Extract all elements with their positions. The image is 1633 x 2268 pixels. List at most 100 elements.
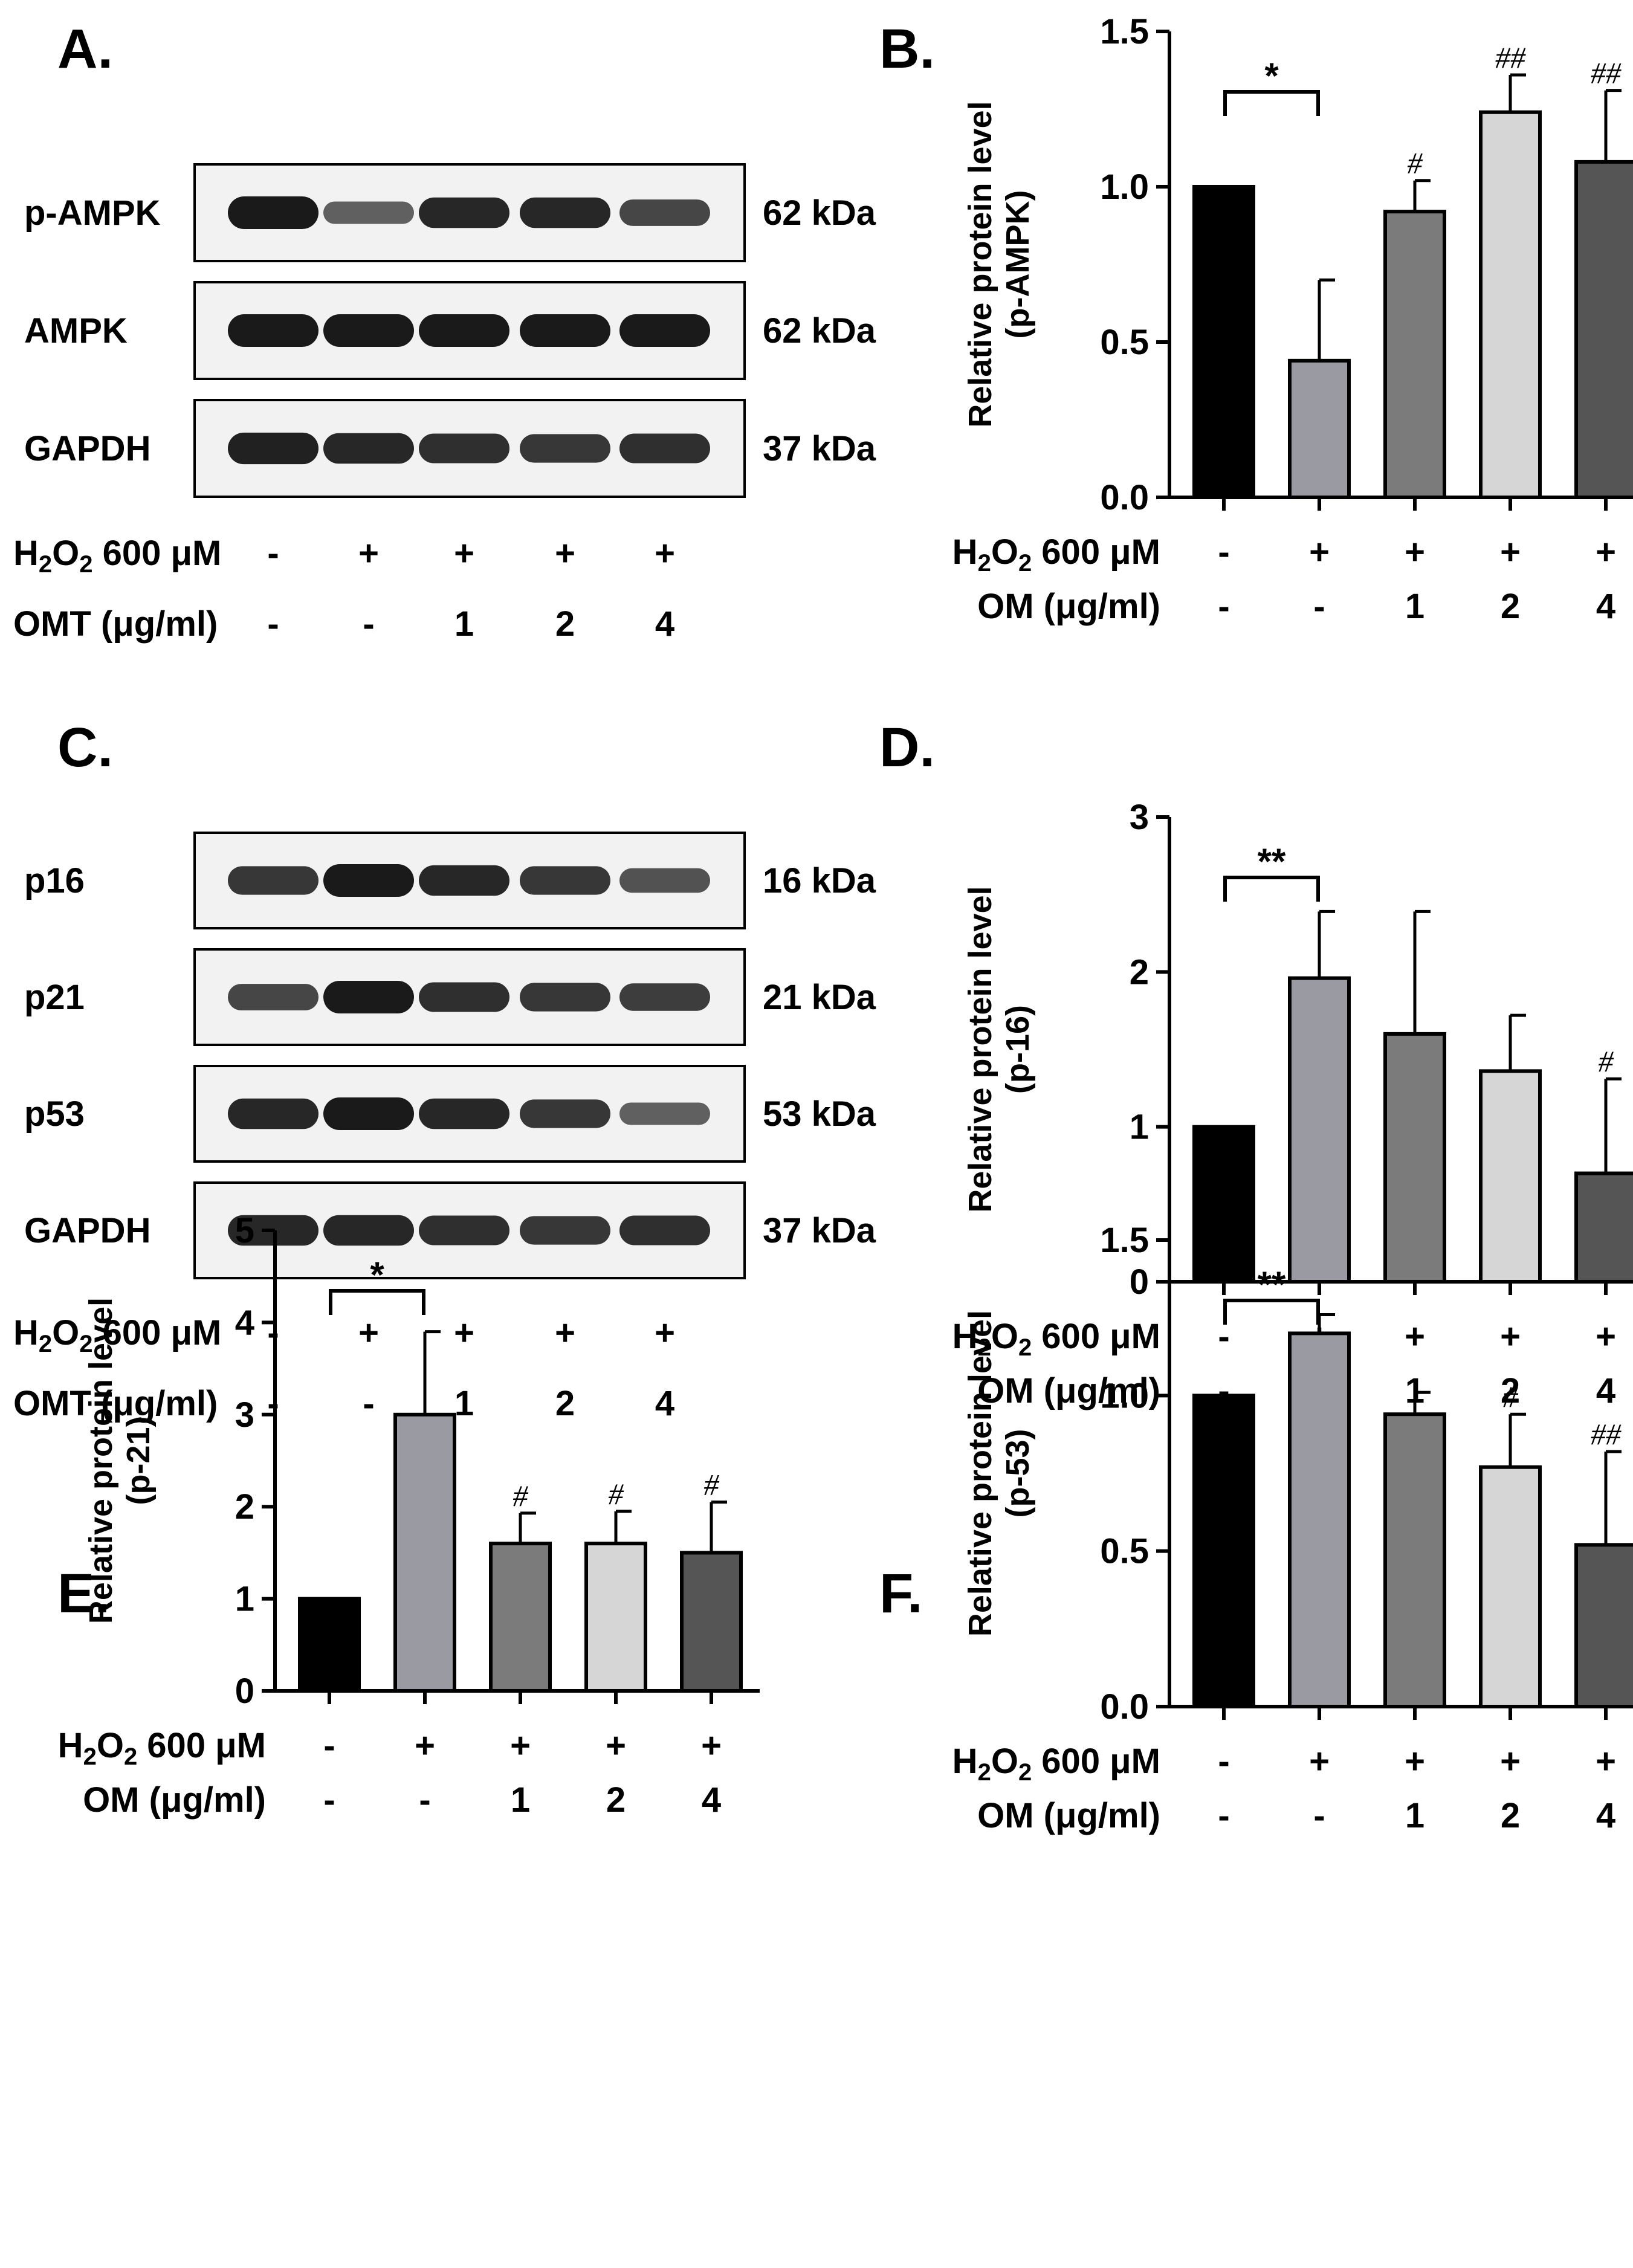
treatment-value: + xyxy=(1405,1742,1425,1781)
blot-band xyxy=(323,981,414,1013)
y-axis-label: Relative protein level xyxy=(83,1297,119,1624)
blot-row-label: p-AMPK xyxy=(24,193,161,233)
treatment-value: + xyxy=(701,1726,722,1765)
blot-band xyxy=(619,433,710,464)
treatment-value: + xyxy=(454,1313,474,1352)
significance-bracket xyxy=(329,1289,425,1315)
y-tick-label: 0.5 xyxy=(1100,1532,1149,1571)
treatment-label-h2o2: H2O2 600 μM xyxy=(952,532,1160,577)
treatment-value: + xyxy=(1596,532,1616,572)
significance-star: ** xyxy=(1258,1264,1286,1305)
y-tick-label: 5 xyxy=(235,1211,254,1250)
treatment-label-om: OM (μg/ml) xyxy=(977,1796,1160,1835)
treatment-value: 4 xyxy=(655,604,674,644)
treatment-value: 1 xyxy=(454,604,474,644)
treatment-value: 2 xyxy=(555,604,575,644)
y-axis-title-e: Relative protein level (p-21) xyxy=(83,1297,157,1624)
bar-d-1 xyxy=(1192,1125,1255,1284)
treatment-value: 4 xyxy=(655,1384,674,1423)
blot-band xyxy=(323,1097,414,1130)
treatment-label-h2o2: H2O2 600 μM xyxy=(58,1726,266,1770)
treatment-value: - xyxy=(419,1780,430,1820)
significance-mark: # xyxy=(609,1477,624,1511)
y-tick-label: 3 xyxy=(1130,798,1149,837)
treatment-value: 4 xyxy=(1596,1371,1615,1410)
bar-b-1 xyxy=(1192,185,1255,499)
blot-band xyxy=(419,314,509,347)
treatment-value: + xyxy=(415,1726,435,1765)
treatment-value: + xyxy=(1500,1317,1521,1356)
treatment-value: + xyxy=(1405,532,1425,572)
treatment-value: - xyxy=(1313,587,1325,626)
significance-bracket xyxy=(1223,90,1320,116)
treatment-value: 4 xyxy=(1596,1796,1615,1835)
bar-d-2 xyxy=(1288,976,1351,1284)
y-axis-label: Relative protein level xyxy=(962,101,998,427)
panel-label-a: A. xyxy=(57,18,113,80)
blot-row-label: GAPDH xyxy=(24,429,150,468)
significance-mark: # xyxy=(513,1479,529,1513)
y-tick-label: 0.0 xyxy=(1100,478,1149,517)
kda-label: 62 kDa xyxy=(763,311,876,351)
blot-band xyxy=(228,866,319,895)
treatment-value: + xyxy=(1405,1317,1425,1356)
y-axis-label-2: (p-AMPK) xyxy=(1000,190,1036,339)
kda-label: 37 kDa xyxy=(763,429,876,468)
significance-bracket xyxy=(1223,876,1320,902)
y-tick-label: 1.0 xyxy=(1100,1376,1149,1415)
y-tick-label: 1.5 xyxy=(1100,12,1149,51)
treatment-value: + xyxy=(555,534,575,573)
treatment-value: + xyxy=(1500,532,1521,572)
treatment-value: + xyxy=(555,1313,575,1352)
treatment-value: + xyxy=(1596,1742,1616,1781)
treatment-value: + xyxy=(1596,1317,1616,1356)
blot-band xyxy=(619,314,710,347)
panel-label-e: E. xyxy=(57,1563,110,1624)
treatment-value: - xyxy=(323,1726,335,1765)
treatment-value: 2 xyxy=(555,1384,575,1423)
bar-e-5 xyxy=(680,1551,743,1693)
y-tick-label: 2 xyxy=(1130,952,1149,992)
treatment-value: 2 xyxy=(1501,587,1520,626)
treatment-value: - xyxy=(1218,587,1229,626)
blot-row-label: p16 xyxy=(24,861,85,900)
significance-bracket xyxy=(1223,1299,1320,1325)
y-axis-title-d: Relative protein level (p-16) xyxy=(962,886,1036,1212)
blot-band xyxy=(520,434,610,463)
treatment-value: + xyxy=(358,534,379,573)
y-axis-label-2: (p-53) xyxy=(1000,1429,1036,1518)
significance-star: ** xyxy=(1258,841,1286,882)
bar-f-1 xyxy=(1192,1394,1255,1708)
treatment-label-h2o2: H2O2 600 μM xyxy=(13,1313,221,1357)
bar-b-2 xyxy=(1288,358,1351,500)
panel-label-d: D. xyxy=(879,717,935,778)
blot-band xyxy=(419,982,509,1012)
kda-label: 21 kDa xyxy=(763,978,876,1017)
blot-band xyxy=(323,201,414,224)
bar-f-3 xyxy=(1383,1412,1446,1709)
bar-e-4 xyxy=(584,1542,647,1693)
bar-e-2 xyxy=(393,1412,456,1693)
blot-band xyxy=(419,197,509,228)
treatment-value: - xyxy=(1313,1796,1325,1835)
treatment-value: - xyxy=(1218,1796,1229,1835)
treatment-value: + xyxy=(1309,1742,1330,1781)
treatment-label-h2o2: H2O2 600 μM xyxy=(952,1317,1160,1361)
treatment-value: - xyxy=(267,604,279,644)
treatment-value: + xyxy=(655,534,675,573)
treatment-label-h2o2: H2O2 600 μM xyxy=(952,1742,1160,1786)
panel-label-c: C. xyxy=(57,717,113,778)
bar-d-4 xyxy=(1479,1069,1542,1284)
treatment-value: 2 xyxy=(606,1780,626,1820)
y-tick-label: 0 xyxy=(1130,1262,1149,1302)
blot-band xyxy=(228,432,319,465)
blot-band xyxy=(228,1098,319,1129)
y-axis-title-b: Relative protein level (p-AMPK) xyxy=(962,101,1036,427)
kda-label: 16 kDa xyxy=(763,861,876,900)
blot-band xyxy=(228,984,319,1010)
kda-label: 37 kDa xyxy=(763,1211,876,1250)
treatment-value: - xyxy=(363,1384,374,1423)
y-tick-label: 0.5 xyxy=(1100,323,1149,362)
y-tick-label: 2 xyxy=(235,1487,254,1527)
